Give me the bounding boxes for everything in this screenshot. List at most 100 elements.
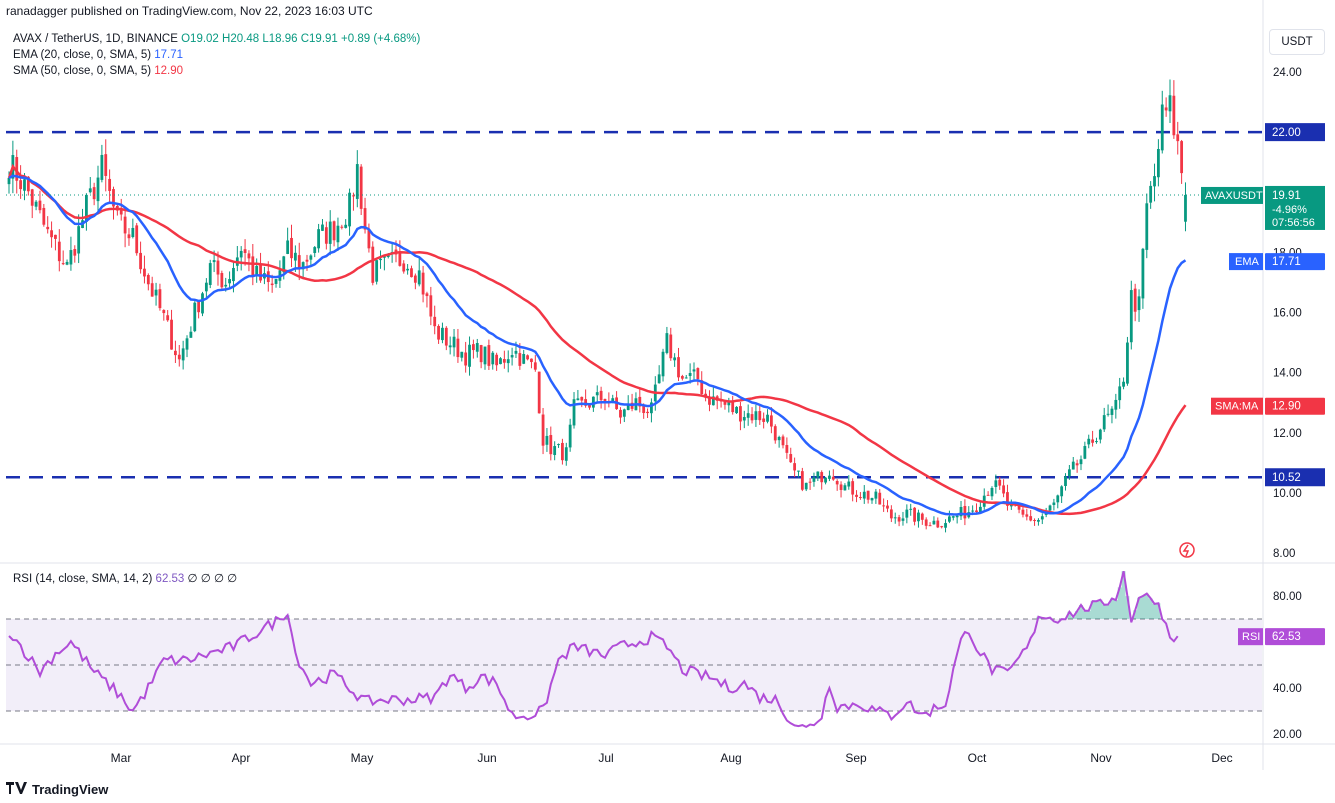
candle-body xyxy=(1009,502,1013,507)
candle-body xyxy=(859,497,862,499)
candle-body xyxy=(851,481,855,495)
ema-tag-value: 17.71 xyxy=(1272,256,1301,268)
change-value: +0.89 (+4.68%) xyxy=(341,33,421,45)
candle-body xyxy=(1110,408,1114,415)
candle-body xyxy=(696,368,700,380)
candle-body xyxy=(599,390,603,401)
candle-body xyxy=(812,477,816,482)
candle-body xyxy=(413,275,417,283)
candle-body xyxy=(88,188,92,193)
candle-body xyxy=(897,517,901,522)
candle-body xyxy=(495,354,499,366)
candle-body xyxy=(1133,288,1137,312)
alert-icon[interactable] xyxy=(1179,542,1195,558)
candle-body xyxy=(584,399,588,406)
ema-row[interactable]: EMA (20, close, 0, SMA, 5) 17.71 xyxy=(13,47,420,63)
candle-body xyxy=(572,399,576,426)
candle-body xyxy=(100,154,104,180)
month-label-7: Oct xyxy=(968,751,987,765)
symbol-label[interactable]: AVAX / TetherUS, 1D, BINANCE xyxy=(13,33,178,45)
candle-body xyxy=(855,494,858,497)
candle-body xyxy=(874,491,878,499)
candle-body xyxy=(317,229,320,249)
candle-body xyxy=(831,476,835,480)
candle-body xyxy=(154,289,158,296)
candle-body xyxy=(1184,194,1187,222)
candle-body xyxy=(568,424,572,448)
candle-body xyxy=(766,414,769,422)
candle-body xyxy=(835,481,839,485)
rsi-legend[interactable]: RSI (14, close, SMA, 14, 2) 62.53 ∅ ∅ ∅ … xyxy=(13,571,237,585)
candle-body xyxy=(533,362,537,370)
candle-body xyxy=(1025,514,1029,517)
candle-body xyxy=(971,510,975,512)
horizontal-levels xyxy=(6,130,1262,479)
moving-averages xyxy=(6,163,1262,516)
candle-body xyxy=(630,402,634,409)
candle-body xyxy=(665,333,669,353)
month-label-4: Jul xyxy=(598,751,613,765)
candle-body xyxy=(1067,469,1071,477)
candle-body xyxy=(1172,95,1176,136)
candle-body xyxy=(580,396,584,401)
candle-body xyxy=(96,177,100,202)
price-tick-7: 8.00 xyxy=(1273,548,1295,560)
candle-body xyxy=(557,444,560,446)
candle-body xyxy=(959,507,963,517)
candle-body xyxy=(324,227,328,244)
candle-body xyxy=(85,194,88,222)
candle-body xyxy=(185,338,189,350)
candle-body xyxy=(348,192,351,227)
candle-body xyxy=(994,480,998,488)
price-tag-bg xyxy=(1265,185,1325,230)
candle-body xyxy=(789,454,793,463)
month-label-5: Aug xyxy=(720,751,741,765)
candle-body xyxy=(847,481,851,487)
candle-body xyxy=(235,257,239,266)
candle-body xyxy=(42,207,46,225)
candle-body xyxy=(634,398,638,411)
candle-body xyxy=(673,357,677,361)
candle-body xyxy=(1168,95,1172,112)
candle-body xyxy=(1029,516,1033,521)
candle-body xyxy=(1122,381,1125,387)
candle-body xyxy=(274,279,278,284)
rsi-panel xyxy=(6,570,1262,729)
rsi-extra: ∅ ∅ ∅ ∅ xyxy=(187,573,238,585)
candle-body xyxy=(843,485,847,491)
candle-body xyxy=(982,495,986,507)
candle-body xyxy=(1060,486,1064,497)
level-tag-0: 22.00 xyxy=(1272,127,1301,139)
candle-body xyxy=(1129,290,1133,343)
candle-body xyxy=(433,316,437,327)
candle-body xyxy=(731,402,735,413)
candle-body xyxy=(243,249,247,254)
price-tag-value: 19.91 xyxy=(1272,190,1301,202)
candle-body xyxy=(123,216,127,234)
currency-button[interactable]: USDT xyxy=(1269,29,1325,55)
candle-body xyxy=(553,446,557,456)
candle-body xyxy=(653,384,657,402)
candle-body xyxy=(239,250,243,258)
candle-body xyxy=(924,519,928,526)
sma-line xyxy=(7,163,1187,516)
symbol-tag-bg xyxy=(1201,186,1263,204)
candle-body xyxy=(746,413,750,418)
tradingview-logo[interactable]: TradingView xyxy=(6,782,108,797)
sma-row[interactable]: SMA (50, close, 0, SMA, 5) 12.90 xyxy=(13,63,420,79)
candle-body xyxy=(1153,176,1156,187)
sma-value: 12.90 xyxy=(154,65,184,77)
candle-body xyxy=(1091,439,1094,443)
candle-body xyxy=(30,189,34,206)
candle-body xyxy=(615,397,618,410)
candle-body xyxy=(769,415,773,427)
candle-body xyxy=(390,252,394,254)
candle-body xyxy=(595,392,599,396)
candle-body xyxy=(336,225,340,243)
candle-body xyxy=(1141,248,1145,299)
candle-body xyxy=(680,376,684,379)
ema-tag-name: EMA xyxy=(1235,256,1260,268)
candle-body xyxy=(452,336,456,348)
candle-body xyxy=(797,470,800,472)
